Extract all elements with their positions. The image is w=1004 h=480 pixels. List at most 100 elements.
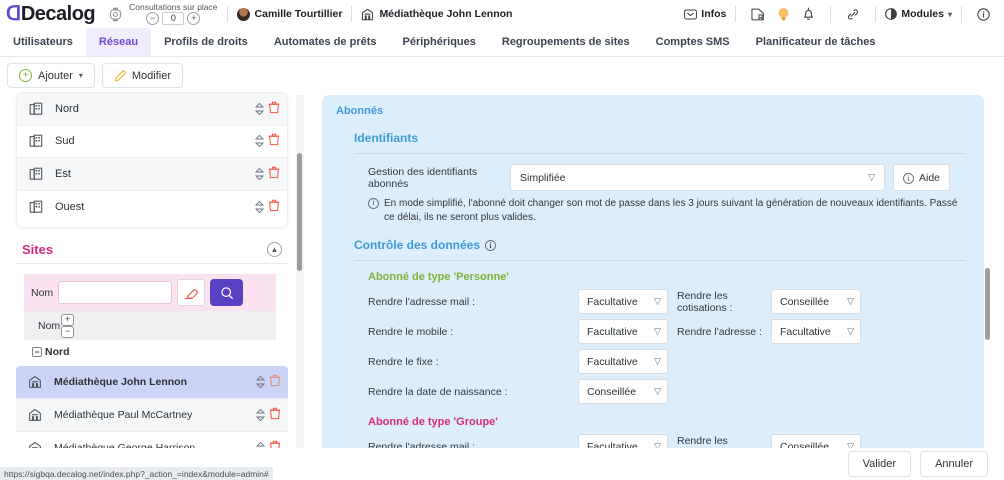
sites-search-panel: Nom: [24, 274, 276, 311]
row-actions: [255, 101, 280, 117]
search-button[interactable]: [210, 279, 244, 306]
add-button[interactable]: + Ajouter ▾: [7, 63, 95, 88]
tree-row-label: Ouest: [55, 200, 85, 213]
info-circle-icon: i: [903, 172, 914, 184]
collapse-all-button[interactable]: −: [61, 325, 75, 338]
identifiants-note-text: En mode simplifié, l'abonné doit changer…: [384, 198, 958, 223]
consultations-label: Consultations sur place: [129, 1, 218, 12]
clear-search-button[interactable]: [177, 279, 206, 306]
modules-button[interactable]: Modules ▾: [885, 8, 952, 20]
identifiants-note: i En mode simplifié, l'abonné doit chang…: [368, 197, 968, 224]
consultations-value[interactable]: 0: [162, 12, 185, 26]
header-divider: [830, 6, 832, 22]
tab-regroupements-de-sites[interactable]: Regroupements de sites: [501, 36, 630, 48]
adresse-personne-select[interactable]: Facultative ▽: [771, 319, 861, 344]
current-user[interactable]: Camille Tourtillier: [236, 7, 342, 21]
tab-comptes-sms[interactable]: Comptes SMS: [655, 36, 730, 48]
main-panel-scrollbar-thumb[interactable]: [985, 268, 990, 340]
magnifier-icon: [220, 286, 234, 300]
eraser-icon: [184, 286, 199, 300]
identifiants-select[interactable]: Simplifiée ▽: [510, 164, 885, 191]
smartwatch-icon[interactable]: [109, 7, 122, 22]
tree-row[interactable]: Ouest: [17, 191, 287, 224]
select-value: Facultative: [587, 355, 638, 368]
app-logo[interactable]: ᗡDecalog: [6, 3, 96, 25]
controle-heading-label: Contrôle des données: [354, 238, 481, 252]
cotisations-groupe-select[interactable]: Conseillée ▽: [771, 434, 861, 450]
bookmark-page-icon[interactable]: [751, 8, 765, 21]
tree-row[interactable]: Est: [17, 158, 287, 191]
sites-column-header: Nom + −: [24, 311, 276, 340]
tab-profils-de-droits[interactable]: Profils de droits: [164, 36, 248, 48]
left-panel-scrollbar-thumb[interactable]: [297, 153, 302, 271]
tree-row[interactable]: Nord: [17, 93, 287, 126]
tab-peripheriques[interactable]: Périphériques: [402, 36, 476, 48]
info-circle-icon[interactable]: [977, 7, 990, 21]
header-divider: [351, 6, 353, 22]
left-panel-scrollbar[interactable]: [296, 95, 304, 480]
adresse-mail-groupe-select[interactable]: Facultative ▽: [578, 434, 668, 450]
delete-icon[interactable]: [269, 407, 281, 423]
sites-group-label: Nord: [45, 346, 70, 358]
delete-icon[interactable]: [268, 199, 280, 215]
sites-group-row[interactable]: − Nord: [24, 341, 276, 363]
delete-icon[interactable]: [268, 133, 280, 149]
search-input[interactable]: [58, 281, 173, 304]
lightbulb-icon[interactable]: [777, 7, 790, 21]
reorder-icon[interactable]: [255, 102, 264, 116]
list-item-label: Médiathèque John Lennon: [54, 376, 187, 388]
tree-row[interactable]: Sud: [17, 126, 287, 158]
panel-title: Abonnés: [336, 105, 384, 117]
adresse-mail-personne-select[interactable]: Facultative ▽: [578, 289, 668, 314]
contrast-circle-icon: [885, 8, 898, 20]
select-value: Facultative: [587, 325, 638, 338]
divider: [354, 153, 966, 154]
avatar: [236, 7, 250, 21]
personne-heading: Abonné de type 'Personne': [368, 271, 509, 283]
network-tree-card: Nord Sud: [16, 92, 288, 228]
list-item[interactable]: Médiathèque John Lennon: [16, 366, 288, 399]
reorder-icon[interactable]: [256, 408, 265, 422]
consultations-increment-button[interactable]: +: [187, 12, 201, 26]
edit-button[interactable]: Modifier: [101, 63, 183, 88]
current-site[interactable]: Médiathèque John Lennon: [361, 8, 512, 21]
consultations-decrement-button[interactable]: −: [146, 12, 160, 26]
link-icon[interactable]: [846, 8, 860, 21]
cotisations-personne-select[interactable]: Conseillée ▽: [771, 289, 861, 314]
delete-icon[interactable]: [268, 101, 280, 117]
row-actions: [256, 407, 281, 423]
tab-utilisateurs[interactable]: Utilisateurs: [13, 36, 73, 48]
delete-icon[interactable]: [268, 166, 280, 182]
validate-button[interactable]: Valider: [847, 451, 912, 477]
mobile-personne-select[interactable]: Facultative ▽: [578, 319, 668, 344]
add-button-label: Ajouter: [38, 69, 73, 82]
select-value: Facultative: [587, 440, 638, 451]
chevron-up-circle-icon[interactable]: ▲: [267, 242, 282, 257]
tab-reseau[interactable]: Réseau: [85, 28, 152, 56]
reorder-icon[interactable]: [255, 200, 264, 214]
group-toggle-button[interactable]: −: [32, 347, 42, 357]
identifiants-field-label: Gestion des identifiants abonnés: [368, 165, 478, 190]
reorder-icon[interactable]: [255, 134, 264, 148]
infos-button[interactable]: Infos: [684, 8, 726, 20]
delete-icon[interactable]: [269, 374, 281, 390]
header-divider: [226, 6, 228, 22]
fixe-personne-select[interactable]: Facultative ▽: [578, 349, 668, 374]
list-item[interactable]: Médiathèque Paul McCartney: [16, 399, 288, 432]
cancel-button[interactable]: Annuler: [920, 451, 988, 477]
field-label: Rendre la date de naissance :: [368, 385, 508, 398]
reorder-icon[interactable]: [256, 375, 265, 389]
tab-planificateur-de-taches[interactable]: Planificateur de tâches: [755, 36, 876, 48]
reorder-icon[interactable]: [255, 167, 264, 181]
field-row: Rendre l'adresse mail : Facultative ▽ Re…: [368, 289, 970, 314]
aide-button[interactable]: i Aide: [893, 164, 951, 191]
date-naissance-personne-select[interactable]: Conseillée ▽: [578, 379, 668, 404]
groupe-heading: Abonné de type 'Groupe': [368, 416, 498, 428]
field-row: Rendre le fixe : Facultative ▽: [368, 349, 970, 374]
bell-icon[interactable]: [802, 7, 815, 21]
header-divider: [961, 6, 962, 22]
library-icon: [28, 408, 42, 422]
tab-automates-de-prets[interactable]: Automates de prêts: [273, 36, 377, 48]
expand-all-button[interactable]: +: [61, 313, 75, 326]
info-circle-icon[interactable]: i: [485, 240, 497, 251]
